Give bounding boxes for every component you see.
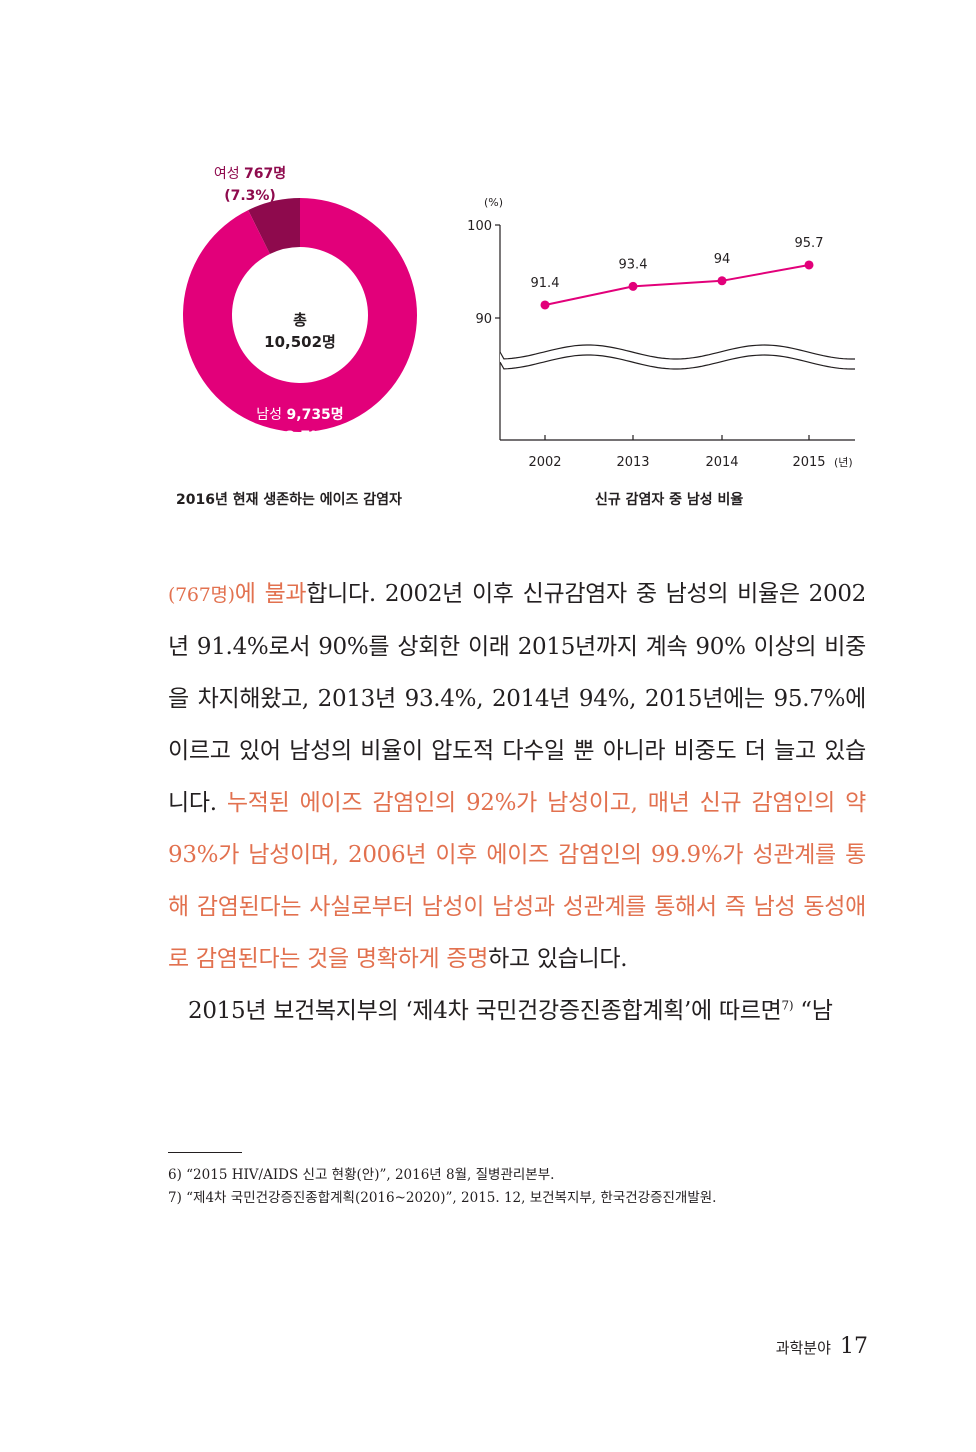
male-slice-label: 남성 9,735명: [256, 406, 343, 423]
section-name: 과학분야: [775, 1339, 831, 1357]
x-tick-label-2: 2014: [705, 455, 738, 470]
donut-chart-caption: 2016년 현재 생존하는 에이즈 감염자: [176, 492, 402, 508]
page-number: 17: [840, 1334, 868, 1359]
x-tick-label-3: 2015: [792, 455, 825, 470]
highlight-count: (767명): [168, 584, 235, 606]
page-footer: 과학분야 17: [776, 1334, 868, 1359]
data-label-2014: 94: [714, 252, 731, 267]
highlight-phrase: 에 불과: [234, 581, 307, 607]
line-chart-caption: 신규 감염자 중 남성 비율: [595, 492, 744, 508]
data-point-2002: [540, 300, 550, 310]
paragraph-2-tail: “남: [793, 998, 833, 1024]
axis-break-fill: [500, 345, 855, 369]
footnote-6: 6) “2015 HIV/AIDS 신고 현황(안)”, 2016년 8월, 질…: [168, 1167, 555, 1183]
data-label-2002: 91.4: [531, 276, 560, 291]
paragraph-1-ending: 하고 있습니다.: [488, 946, 628, 972]
data-point-2014: [717, 276, 727, 286]
axis-break-line-top: [499, 344, 855, 360]
paragraph-1: (767명)에 불과합니다. 2002년 이후 신규감염자 중 남성의 비율은 …: [168, 568, 866, 985]
x-unit-label: (년): [834, 456, 853, 469]
donut-slice-1: [183, 198, 417, 433]
footnote-divider: [168, 1152, 242, 1153]
line-chart: (%) 100 90 2002 2013 2014 2015 (년) 91.4 93.4 94…: [460, 190, 870, 475]
donut-center-label-top: 총: [293, 311, 307, 329]
donut-chart-svg: 여성 767명 (7.3%) 총 10,502명 남성 9,735명 (92.7…: [183, 165, 417, 445]
paragraph-2-text: 2015년 보건복지부의 ‘제4차 국민건강증진종합계획’에 따르면: [188, 998, 782, 1024]
female-slice-label: 여성 767명: [214, 165, 286, 182]
footnotes: 6) “2015 HIV/AIDS 신고 현황(안)”, 2016년 8월, 질…: [168, 1164, 868, 1210]
x-tick-label-0: 2002: [528, 455, 561, 470]
footnote-7: 7) “제4차 국민건강증진종합계획(2016~2020)”, 2015. 12…: [168, 1190, 717, 1206]
data-label-2015: 95.7: [795, 236, 824, 251]
y-unit-label: (%): [484, 196, 503, 209]
donut-chart: 여성 767명 (7.3%) 총 10,502명 남성 9,735명 (92.7…: [160, 150, 440, 460]
y-tick-label-1: 90: [475, 312, 492, 327]
paragraph-2: 2015년 보건복지부의 ‘제4차 국민건강증진종합계획’에 따르면7) “남: [168, 985, 866, 1037]
data-point-2013: [628, 281, 638, 291]
series-line: [544, 264, 810, 306]
x-tick-label-1: 2013: [616, 455, 649, 470]
y-tick-label-0: 100: [467, 219, 492, 234]
body-text: (767명)에 불과합니다. 2002년 이후 신규감염자 중 남성의 비율은 …: [168, 568, 866, 1037]
donut-center-label-bottom: 10,502명: [264, 333, 336, 351]
highlight-sentence: 누적된 에이즈 감염인의 92%가 남성이고, 매년 신규 감염인의 약 93%…: [168, 790, 866, 972]
line-chart-svg: (%) 100 90 2002 2013 2014 2015 (년) 91.4 93.4 94…: [467, 196, 855, 470]
data-label-2013: 93.4: [619, 257, 648, 272]
donut-slice-0: [248, 198, 300, 255]
paragraph-1-text: 합니다. 2002년 이후 신규감염자 중 남성의 비율은 2002년 91.4…: [168, 581, 866, 816]
axis-break-line-bottom: [499, 354, 855, 370]
footnote-ref-7: 7): [781, 998, 794, 1013]
data-point-2015: [804, 260, 814, 270]
female-percent-label: (7.3%): [224, 188, 276, 204]
male-percent-label: (92.7%): [269, 429, 330, 445]
